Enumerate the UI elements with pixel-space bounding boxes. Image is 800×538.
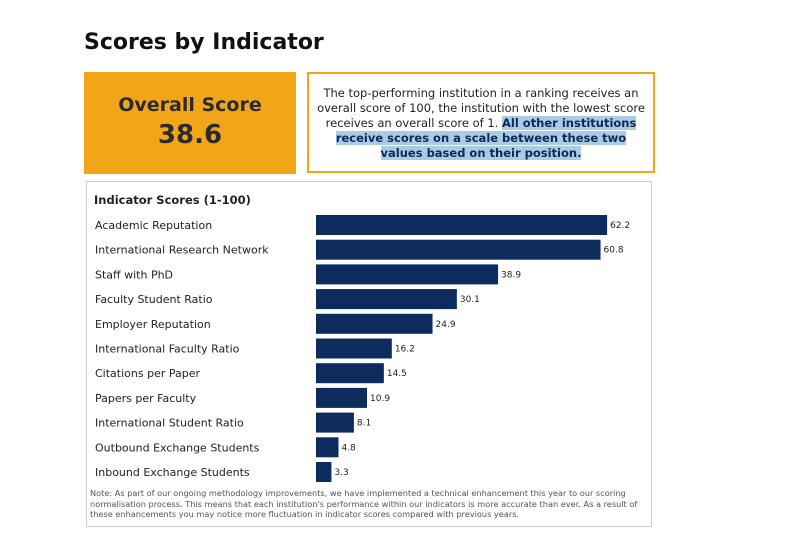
bar (316, 387, 368, 408)
category-label: International Student Ratio (95, 417, 244, 430)
bar (316, 215, 608, 235)
bar-value-label: 30.1 (460, 295, 480, 305)
bar (316, 289, 457, 310)
overall-score-label: Overall Score (118, 94, 262, 116)
category-label: Faculty Student Ratio (95, 293, 213, 306)
bar-value-label: 8.1 (357, 419, 371, 429)
bar (316, 462, 332, 482)
bar-value-label: 38.9 (501, 270, 521, 280)
category-label: Outbound Exchange Students (95, 441, 260, 454)
score-explanation-body: The top-performing institution in a rank… (317, 86, 645, 130)
methodology-note: Note: As part of our ongoing methodology… (90, 488, 638, 519)
score-explanation-text: The top-performing institution in a rank… (309, 86, 653, 161)
indicator-bar-chart: Academic Reputation 62.2 International Res… (95, 215, 630, 482)
score-explanation-box: The top-performing institution in a rank… (307, 72, 655, 173)
category-label: Academic Reputation (95, 219, 212, 232)
bar (316, 437, 339, 458)
bar-value-label: 3.3 (334, 468, 348, 478)
bar (316, 363, 384, 384)
category-label: Papers per Faculty (95, 392, 197, 405)
page-title: Scores by Indicator (84, 30, 324, 55)
bar-value-label: 4.8 (341, 443, 356, 453)
bar-value-label: 16.2 (395, 345, 415, 355)
category-label: International Faculty Ratio (95, 343, 240, 356)
overall-score-card: Overall Score 38.6 (84, 72, 296, 174)
bar (316, 313, 433, 334)
category-label: Inbound Exchange Students (95, 466, 250, 479)
bar (316, 338, 392, 359)
overall-score-value: 38.6 (157, 120, 223, 150)
indicator-scores-panel: Indicator Scores (1-100) Academic Reputa… (86, 181, 652, 527)
bar-value-label: 10.9 (370, 394, 390, 404)
category-label: Staff with PhD (95, 268, 173, 281)
bar-value-label: 24.9 (436, 320, 456, 330)
bar-value-label: 14.5 (387, 369, 407, 379)
bar-value-label: 60.8 (604, 246, 624, 256)
chart-title: Indicator Scores (1-100) (94, 193, 251, 207)
bar (316, 412, 354, 433)
category-label: Employer Reputation (95, 318, 211, 331)
bar-value-label: 62.2 (610, 221, 630, 231)
bar (316, 264, 499, 285)
category-label: Citations per Paper (95, 367, 200, 380)
category-label: International Research Network (95, 244, 269, 257)
bar (316, 239, 601, 260)
